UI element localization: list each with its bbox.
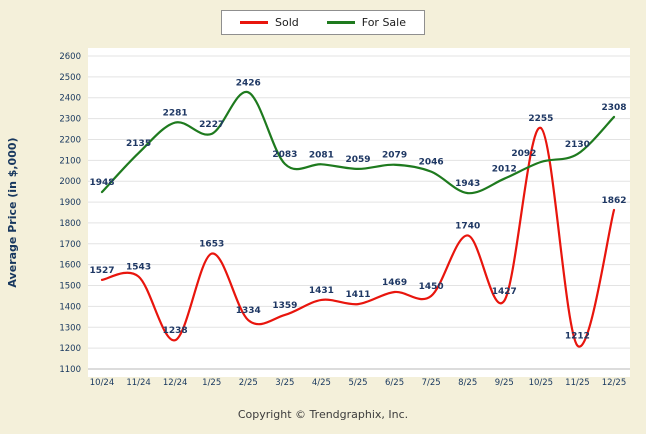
for-sale-line-swatch [326,21,355,24]
svg-text:2255: 2255 [528,114,553,124]
legend-label-sold: Sold [275,16,299,29]
svg-text:1200: 1200 [59,344,81,354]
svg-text:2308: 2308 [601,103,626,113]
svg-text:2300: 2300 [59,115,81,125]
svg-text:1238: 1238 [163,326,188,336]
svg-text:4/25: 4/25 [312,378,331,388]
svg-text:2092: 2092 [511,149,536,159]
svg-text:2059: 2059 [345,155,370,165]
svg-text:1527: 1527 [89,266,114,276]
svg-text:1359: 1359 [272,301,297,311]
svg-text:1212: 1212 [565,332,590,342]
svg-text:2000: 2000 [59,177,81,187]
svg-text:11/25: 11/25 [565,378,590,388]
svg-text:1862: 1862 [601,196,626,206]
svg-text:1469: 1469 [382,278,407,288]
svg-text:1543: 1543 [126,263,151,273]
sold-line-swatch [240,21,268,24]
svg-text:2081: 2081 [309,150,334,160]
svg-text:2046: 2046 [419,158,444,168]
svg-text:1943: 1943 [455,179,480,189]
svg-text:12/24: 12/24 [163,378,188,388]
svg-text:8/25: 8/25 [458,378,477,388]
svg-text:2079: 2079 [382,151,407,161]
svg-text:1800: 1800 [59,219,81,229]
svg-text:10/24: 10/24 [90,378,115,388]
svg-text:9/25: 9/25 [495,378,514,388]
svg-text:2200: 2200 [59,135,81,145]
svg-text:2400: 2400 [59,94,81,104]
svg-text:2600: 2600 [59,52,81,62]
svg-text:11/24: 11/24 [126,378,151,388]
svg-text:1411: 1411 [345,290,370,300]
svg-text:2/25: 2/25 [239,378,258,388]
svg-text:1334: 1334 [236,306,261,316]
svg-text:1653: 1653 [199,240,224,250]
svg-text:1400: 1400 [59,302,81,312]
svg-text:1700: 1700 [59,240,81,250]
svg-text:7/25: 7/25 [422,378,441,388]
svg-text:1948: 1948 [89,178,114,188]
svg-text:1431: 1431 [309,286,334,296]
svg-text:6/25: 6/25 [385,378,404,388]
svg-text:12/25: 12/25 [602,378,627,388]
copyright-text: Copyright © Trendgraphix, Inc. [237,408,409,421]
legend-label-for-sale: For Sale [361,16,406,29]
svg-text:1600: 1600 [59,261,81,271]
legend-item-for-sale: For Sale [326,16,406,29]
svg-text:2281: 2281 [163,109,188,119]
svg-text:1300: 1300 [59,323,81,333]
svg-text:1450: 1450 [419,282,444,292]
svg-text:3/25: 3/25 [275,378,294,388]
chart-svg: 1100 1200 1300 1400 1500 1600 1700 1800 1900 2000… [6,48,630,388]
legend: Sold For Sale [221,10,425,35]
svg-text:1/25: 1/25 [202,378,221,388]
svg-text:5/25: 5/25 [348,378,367,388]
svg-text:2135: 2135 [126,139,151,149]
svg-text:10/25: 10/25 [529,378,554,388]
svg-text:2100: 2100 [59,156,81,166]
svg-text:1100: 1100 [59,365,81,375]
svg-text:1740: 1740 [455,221,480,231]
svg-text:Average Price (in $,000): Average Price (in $,000) [6,137,19,287]
svg-text:2426: 2426 [236,78,261,88]
svg-text:1900: 1900 [59,198,81,208]
svg-text:2227: 2227 [199,120,224,130]
svg-text:1427: 1427 [492,287,517,297]
svg-text:2130: 2130 [565,140,590,150]
svg-text:2083: 2083 [272,150,297,160]
svg-text:2500: 2500 [59,73,81,83]
legend-item-sold: Sold [240,16,299,29]
svg-text:1500: 1500 [59,282,81,292]
svg-text:2012: 2012 [492,165,517,175]
